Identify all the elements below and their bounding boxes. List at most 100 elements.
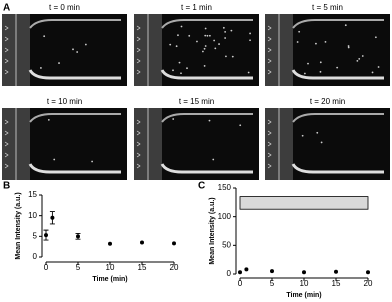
y-tick-label: 10 [28, 211, 37, 220]
channel-wall [161, 113, 253, 123]
data-point [50, 215, 55, 220]
data-point [140, 240, 144, 245]
x-tick-label: 10 [300, 279, 309, 288]
particle [43, 35, 46, 38]
x-tick-label: 15 [332, 279, 341, 288]
channel-wall [28, 163, 121, 174]
particle [180, 25, 183, 28]
data-point [270, 269, 274, 274]
particle [206, 34, 209, 37]
channel-wall [292, 113, 384, 123]
channel-wall [28, 69, 121, 80]
arrow-marker [267, 152, 272, 158]
particle [249, 39, 251, 42]
arrow-marker [267, 69, 272, 75]
arrow-marker [136, 152, 141, 158]
particle [324, 40, 327, 43]
particle [303, 72, 306, 75]
arrow-marker [267, 141, 272, 147]
y-tick-label: 0 [33, 252, 38, 261]
particle [307, 62, 309, 65]
y-tick-label: 150 [218, 183, 232, 192]
particle [239, 124, 242, 127]
particle [204, 45, 207, 47]
y-tick-label: 15 [28, 190, 37, 199]
arrow-marker [4, 69, 9, 75]
particle [247, 71, 250, 74]
arrow-marker [4, 163, 9, 169]
particle [296, 41, 299, 43]
particle [72, 48, 74, 51]
arrow-marker [136, 69, 141, 75]
particle [172, 69, 174, 72]
data-point [76, 234, 80, 239]
arrow-marker [267, 163, 272, 169]
y-tick-label: 5 [33, 231, 38, 240]
channel-wall [161, 19, 253, 29]
x-tick-label: 5 [270, 279, 275, 288]
channel-wall [292, 19, 384, 29]
x-tick-label: 20 [170, 263, 179, 272]
arrow-marker [136, 130, 141, 136]
arrow-marker [136, 163, 141, 169]
y-axis-label: Mean Intensity (a.u.) [15, 192, 22, 259]
data-point [172, 241, 176, 246]
channel-wall [291, 163, 384, 174]
particle [177, 34, 179, 37]
arrow-marker [4, 25, 9, 31]
particle [186, 67, 188, 70]
particle [218, 43, 220, 45]
particle [298, 30, 301, 33]
particle [347, 46, 350, 49]
x-tick-label: 10 [106, 263, 115, 272]
data-point [366, 270, 370, 275]
channel-wall [29, 113, 121, 123]
particle [175, 45, 178, 48]
particle [361, 55, 364, 57]
particle [344, 24, 347, 27]
arrow-marker [4, 119, 9, 125]
particle [224, 37, 227, 39]
panel-label: C [198, 181, 205, 192]
particle [224, 30, 227, 33]
particle [231, 55, 234, 58]
particle [208, 119, 211, 122]
data-point [244, 267, 249, 272]
y-axis-label: Mean Intensity (a.u.) [209, 197, 216, 264]
panel-label: A [3, 3, 10, 14]
particle [204, 34, 207, 37]
arrow-marker [136, 25, 141, 31]
particle [315, 42, 317, 45]
panel-label: B [3, 181, 10, 192]
x-axis-label: Time (min) [286, 292, 321, 299]
particle [374, 36, 377, 39]
data-point [44, 233, 48, 238]
particle [230, 29, 233, 32]
image-title: t = 1 min [181, 3, 212, 12]
channel-wall [291, 69, 384, 80]
arrow-marker [4, 130, 9, 136]
arrow-marker [136, 58, 141, 64]
x-tick-label: 15 [138, 263, 147, 272]
particle [201, 50, 204, 53]
channel-wall [29, 19, 121, 29]
particle [225, 55, 227, 58]
particle [204, 27, 207, 30]
data-point [108, 241, 112, 246]
data-point [238, 270, 242, 275]
particle [377, 66, 380, 68]
image-title: t = 20 min [310, 97, 345, 106]
particle [347, 45, 350, 47]
image-title: t = 10 min [47, 97, 82, 106]
y-tick-label: 100 [218, 212, 232, 221]
arrow-marker [4, 152, 9, 158]
arrow-marker [267, 130, 272, 136]
particle [180, 72, 182, 75]
arrow-marker [136, 36, 141, 42]
particle [84, 43, 87, 46]
particle [371, 71, 374, 74]
particle [40, 67, 42, 69]
particle [319, 61, 322, 64]
